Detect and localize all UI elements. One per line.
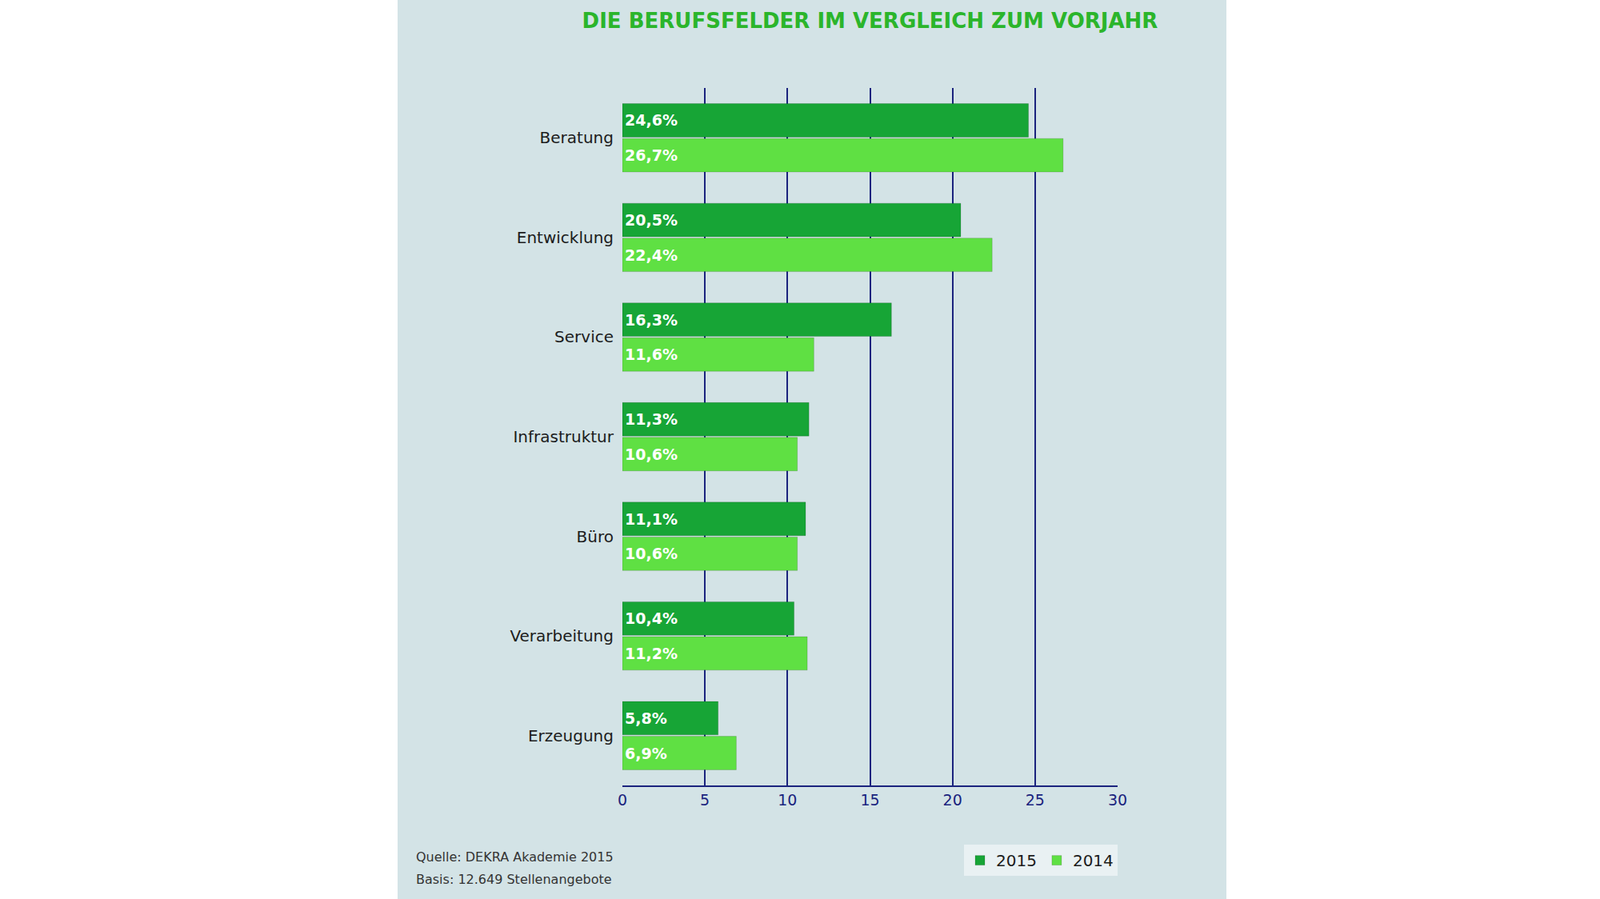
svg-text:11,6%: 11,6% (624, 345, 678, 364)
svg-text:16,3%: 16,3% (624, 311, 678, 329)
svg-text:Beratung: Beratung (540, 128, 614, 148)
svg-text:Service: Service (554, 327, 614, 347)
svg-text:25: 25 (1025, 791, 1045, 809)
svg-text:15: 15 (860, 791, 880, 809)
svg-text:Büro: Büro (576, 527, 614, 547)
svg-text:0: 0 (617, 791, 628, 809)
svg-text:Basis: 12.649 Stellenangebote: Basis: 12.649 Stellenangebote (416, 872, 612, 888)
svg-text:Infrastruktur: Infrastruktur (512, 427, 614, 447)
svg-text:30: 30 (1108, 791, 1128, 809)
svg-text:Verarbeitung: Verarbeitung (509, 626, 614, 646)
svg-text:26,7%: 26,7% (624, 146, 678, 164)
svg-text:2014: 2014 (1072, 851, 1114, 871)
svg-text:10,6%: 10,6% (624, 544, 678, 563)
svg-text:20,5%: 20,5% (624, 211, 678, 229)
svg-text:10,6%: 10,6% (624, 445, 678, 464)
svg-text:11,1%: 11,1% (624, 510, 678, 528)
svg-text:Quelle: DEKRA Akademie 2015: Quelle: DEKRA Akademie 2015 (416, 849, 614, 865)
svg-text:5: 5 (700, 791, 710, 809)
svg-text:10,4%: 10,4% (624, 609, 678, 628)
svg-text:2015: 2015 (996, 851, 1037, 871)
svg-text:20: 20 (943, 791, 963, 809)
svg-text:5,8%: 5,8% (624, 709, 668, 728)
svg-text:Entwicklung: Entwicklung (516, 228, 614, 248)
svg-text:22,4%: 22,4% (624, 246, 678, 264)
svg-text:DIE BERUFSFELDER IM VERGLEICH: DIE BERUFSFELDER IM VERGLEICH ZUM VORJAH… (582, 8, 1159, 33)
svg-text:10: 10 (777, 791, 797, 809)
svg-text:11,2%: 11,2% (624, 644, 678, 663)
svg-text:11,3%: 11,3% (624, 410, 678, 428)
svg-text:Erzeugung: Erzeugung (528, 726, 614, 746)
svg-text:6,9%: 6,9% (624, 744, 668, 763)
svg-text:24,6%: 24,6% (624, 111, 678, 129)
